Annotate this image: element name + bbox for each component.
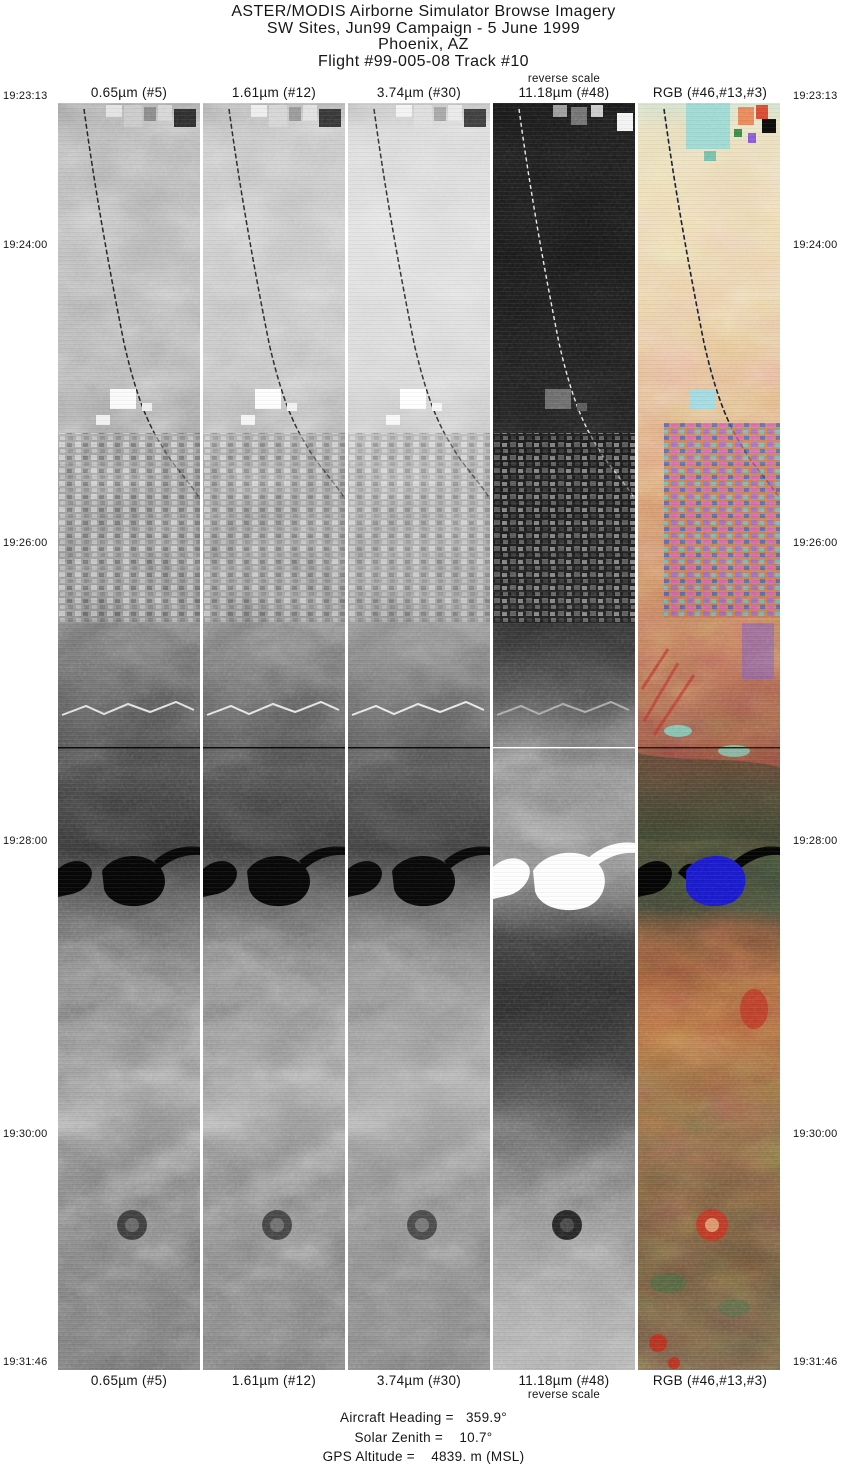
timestamp-right-4: 19:30:00	[793, 1128, 838, 1140]
site-subtitle: Phoenix, AZ	[378, 36, 469, 53]
column-header-1.61um: 1.61µm (#12)	[231, 85, 317, 100]
column-footer-3.74um: 3.74µm (#30)	[376, 1373, 462, 1388]
column-footer-11.18um: 11.18µm (#48)	[518, 1373, 610, 1388]
image-strip-1-61um	[203, 103, 345, 1370]
column-footer-1.61um: 1.61µm (#12)	[231, 1373, 317, 1388]
column-footer-rgb: RGB (#46,#13,#3)	[652, 1373, 768, 1388]
image-strip-0-65um	[58, 103, 200, 1370]
column-header-rgb: RGB (#46,#13,#3)	[652, 85, 768, 100]
column-header-3.74um: 3.74µm (#30)	[376, 85, 462, 100]
timestamp-right-2: 19:26:00	[793, 537, 838, 549]
column-footer-0.65um: 0.65µm (#5)	[90, 1373, 168, 1388]
timestamp-left-2: 19:26:00	[3, 537, 48, 549]
timestamp-right-1: 19:24:00	[793, 239, 838, 251]
flight-metadata: Aircraft Heading = 359.9° Solar Zenith =…	[0, 1408, 847, 1467]
reverse-scale-note-bottom: reverse scale	[527, 1389, 601, 1401]
timestamp-right-3: 19:28:00	[793, 835, 838, 847]
title-block: ASTER/MODIS Airborne Simulator Browse Im…	[0, 3, 847, 70]
timestamp-right-0: 19:23:13	[793, 90, 838, 102]
column-header-11.18um: 11.18µm (#48)	[518, 85, 610, 100]
gps-altitude: GPS Altitude = 4839. m (MSL)	[322, 1449, 525, 1464]
flight-track-subtitle: Flight #99-005-08 Track #10	[318, 52, 529, 70]
aircraft-heading: Aircraft Heading = 359.9°	[340, 1410, 507, 1425]
timestamp-left-4: 19:30:00	[3, 1128, 48, 1140]
reverse-scale-note-top: reverse scale	[527, 73, 601, 85]
timestamp-right-5: 19:31:46	[793, 1356, 838, 1368]
column-header-0.65um: 0.65µm (#5)	[90, 85, 168, 100]
solar-zenith: Solar Zenith = 10.7°	[354, 1429, 493, 1445]
campaign-subtitle: SW Sites, Jun99 Campaign - 5 June 1999	[266, 19, 581, 37]
timestamp-left-0: 19:23:13	[3, 90, 48, 102]
timestamp-left-3: 19:28:00	[3, 835, 48, 847]
page-title: ASTER/MODIS Airborne Simulator Browse Im…	[231, 3, 616, 20]
timestamp-left-5: 19:31:46	[3, 1356, 48, 1368]
timestamp-left-1: 19:24:00	[3, 239, 48, 251]
image-strip-11-18um-reverse	[493, 103, 635, 1370]
image-strip-rgb	[638, 103, 780, 1370]
image-strip-3-74um	[348, 103, 490, 1370]
